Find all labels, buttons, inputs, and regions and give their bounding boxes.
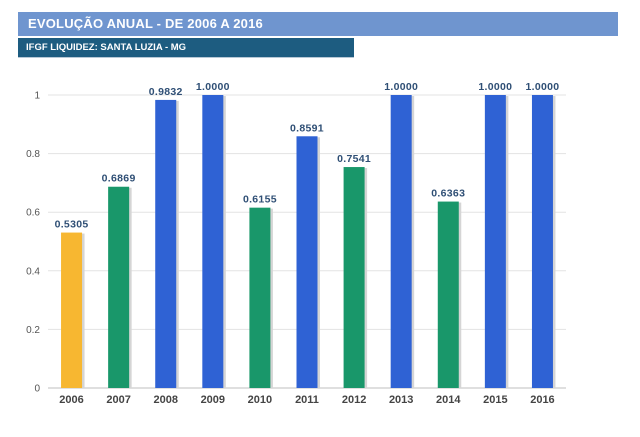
x-tick-label: 2010 [248,394,272,406]
y-tick-label: 0.4 [26,266,40,277]
y-axis: 0 0.2 0.4 0.6 0.8 1 [26,91,40,395]
x-tick-label: 2015 [483,394,507,406]
x-axis: 2006 2007 2008 2009 2010 2011 2012 2013 2014 2015… [59,394,554,406]
data-label: 0.5305 [55,219,89,231]
bar-2013 [390,95,412,388]
data-label: 0.7541 [337,153,371,165]
y-tick-label: 0.6 [26,208,40,219]
data-label: 0.8591 [290,122,324,134]
data-label: 0.6155 [243,194,277,206]
data-label: 1.0000 [478,81,512,93]
x-tick-label: 2012 [342,394,366,406]
bar-2011 [296,136,318,388]
y-tick-label: 0 [34,384,40,395]
bar-2009 [202,95,224,388]
x-tick-label: 2014 [436,394,461,406]
bar-2015 [484,95,506,388]
bar-2010 [249,207,271,388]
bar-2014 [437,201,459,388]
data-labels: 0.5305 0.6869 0.9832 1.0000 0.6155 0.8591 0.75… [55,81,560,231]
x-tick-label: 2011 [295,394,319,406]
bar-2006 [61,232,83,388]
bar-2008 [155,99,177,389]
data-label: 1.0000 [384,81,418,93]
bar-2007 [108,186,130,388]
x-tick-label: 2016 [530,394,554,406]
x-tick-label: 2008 [153,394,177,406]
y-tick-label: 0.2 [26,325,40,336]
data-label: 1.0000 [525,81,559,93]
chart-title: EVOLUÇÃO ANUAL - DE 2006 A 2016 [18,12,618,36]
data-label: 0.9832 [149,86,183,98]
data-label: 0.6363 [431,188,465,200]
chart-subtitle: IFGF LIQUIDEZ: SANTA LUZIA - MG [18,38,354,58]
data-label: 0.6869 [102,173,136,185]
bars [61,95,556,389]
x-tick-label: 2006 [59,394,83,406]
y-tick-label: 0.8 [26,149,40,160]
y-tick-label: 1 [34,91,40,102]
data-label: 1.0000 [196,81,230,93]
bar-2012 [343,167,365,388]
bar-2016 [531,95,553,388]
x-tick-label: 2013 [389,394,413,406]
x-tick-label: 2009 [201,394,225,406]
x-tick-label: 2007 [106,394,130,406]
